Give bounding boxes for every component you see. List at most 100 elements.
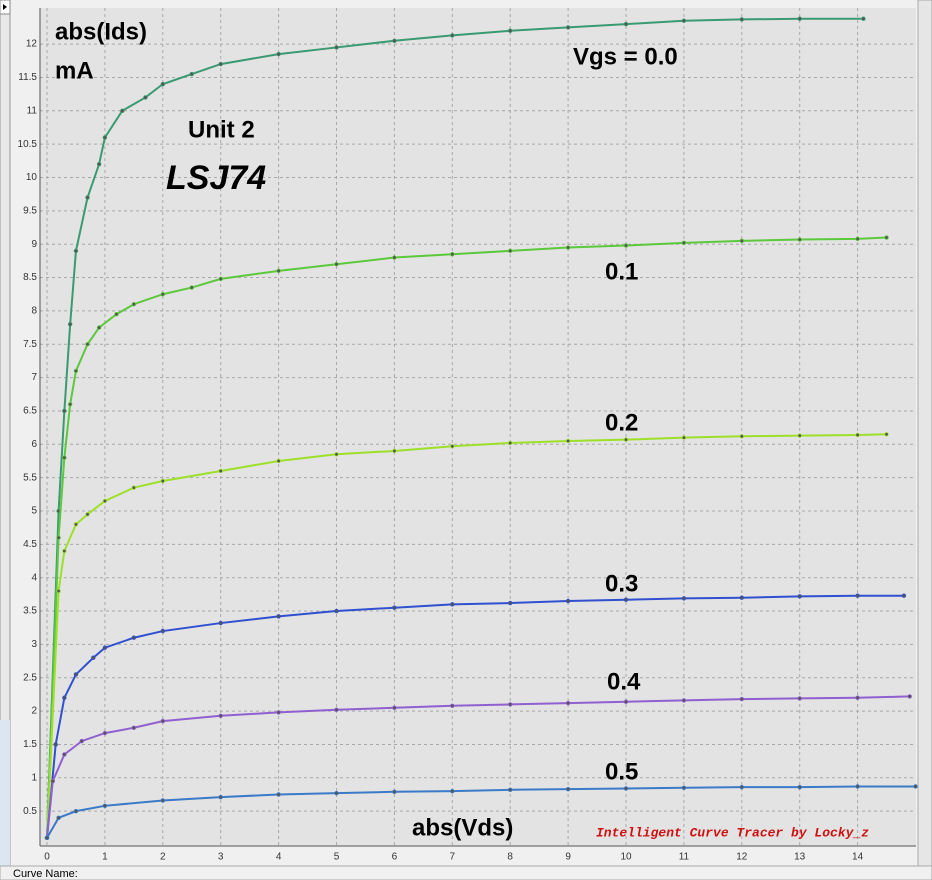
data-point: [739, 784, 744, 790]
data-point: [73, 522, 79, 527]
data-point: [62, 752, 67, 757]
data-point: [884, 432, 889, 437]
x-tick-label: 7: [450, 852, 456, 863]
curve-label: 0.4: [607, 668, 641, 695]
data-point: [276, 51, 281, 57]
data-point: [334, 790, 339, 796]
data-point: [739, 434, 744, 439]
data-point: [855, 593, 860, 598]
data-point: [681, 240, 687, 246]
y-tick-label: 8: [31, 306, 37, 317]
data-point: [73, 368, 79, 374]
data-point: [67, 322, 73, 327]
x-tick-label: 14: [852, 852, 864, 863]
x-tick-label: 10: [620, 852, 632, 863]
data-point: [79, 738, 84, 744]
y-tick-label: 12: [26, 39, 38, 50]
y-tick-label: 11.5: [18, 72, 37, 83]
data-point: [276, 792, 281, 797]
data-point: [62, 548, 67, 554]
data-point: [681, 698, 687, 703]
curve-label: Vgs = 0.0: [573, 43, 678, 70]
x-tick-label: 4: [276, 852, 282, 863]
data-point: [102, 803, 108, 809]
y-tick-label: 7.5: [23, 339, 37, 350]
y-tick-label: 10: [26, 172, 38, 183]
curves: [44, 16, 918, 841]
data-point: [450, 602, 455, 607]
data-point: [189, 71, 194, 77]
data-point: [160, 292, 165, 297]
grid: 0.511.522.533.544.555.566.577.588.599.51…: [18, 8, 916, 863]
data-point: [623, 437, 629, 442]
left-panel-highlight: [0, 720, 10, 866]
data-point: [565, 598, 571, 604]
curve: [46, 695, 910, 838]
x-tick-label: 9: [565, 852, 571, 863]
data-point: [160, 798, 165, 803]
data-point: [623, 699, 629, 704]
data-point: [62, 408, 67, 414]
data-point: [913, 784, 918, 789]
data-point: [334, 452, 339, 457]
data-point: [565, 25, 571, 30]
data-point: [623, 597, 629, 602]
y-axis-unit: mA: [55, 57, 94, 84]
scrollbar[interactable]: [917, 0, 932, 867]
data-point: [797, 784, 802, 790]
data-point: [623, 21, 629, 27]
data-point: [681, 435, 687, 440]
data-point: [392, 448, 397, 454]
data-point: [392, 705, 397, 710]
y-tick-label: 9: [31, 239, 37, 250]
curve-label: 0.1: [605, 258, 638, 285]
x-tick-label: 0: [44, 852, 50, 863]
data-point: [50, 778, 55, 784]
data-point: [739, 238, 744, 244]
data-point: [85, 512, 90, 517]
y-tick-label: 2.5: [23, 672, 37, 683]
y-tick-label: 1: [31, 772, 37, 783]
data-point: [392, 605, 397, 610]
y-tick-label: 5: [31, 506, 37, 517]
data-point: [797, 696, 802, 701]
y-tick-label: 9.5: [23, 205, 37, 216]
data-point: [131, 485, 137, 490]
data-point: [102, 645, 108, 650]
status-bar: [0, 865, 932, 880]
data-point: [739, 17, 744, 22]
data-point: [62, 695, 67, 700]
x-tick-label: 8: [507, 852, 513, 863]
data-point: [160, 628, 165, 634]
curve-label: 0.5: [605, 758, 638, 785]
x-tick-label: 1: [102, 852, 108, 863]
data-point: [73, 248, 79, 254]
x-tick-label: 3: [218, 852, 224, 863]
y-axis-label: abs(Ids): [55, 18, 147, 45]
x-axis-label: abs(Vds): [412, 814, 513, 841]
y-tick-label: 1.5: [23, 739, 37, 750]
data-point: [44, 835, 50, 841]
data-point: [508, 248, 513, 254]
data-point: [565, 438, 571, 444]
data-point: [96, 325, 102, 330]
data-point: [276, 710, 281, 715]
y-tick-label: 4: [31, 572, 37, 583]
curve: [46, 785, 916, 839]
y-tick-label: 10.5: [18, 139, 38, 150]
data-point: [102, 135, 108, 140]
data-point: [85, 342, 90, 347]
data-point: [120, 108, 125, 113]
curve-label: 0.3: [605, 570, 638, 597]
data-point: [681, 596, 687, 601]
y-tick-label: 7: [31, 372, 37, 383]
data-point: [392, 38, 397, 43]
data-point: [739, 696, 744, 702]
data-point: [334, 262, 339, 267]
y-tick-label: 6: [31, 439, 37, 450]
data-point: [861, 16, 866, 21]
data-point: [218, 276, 223, 282]
data-point: [739, 595, 744, 600]
data-point: [276, 268, 281, 274]
